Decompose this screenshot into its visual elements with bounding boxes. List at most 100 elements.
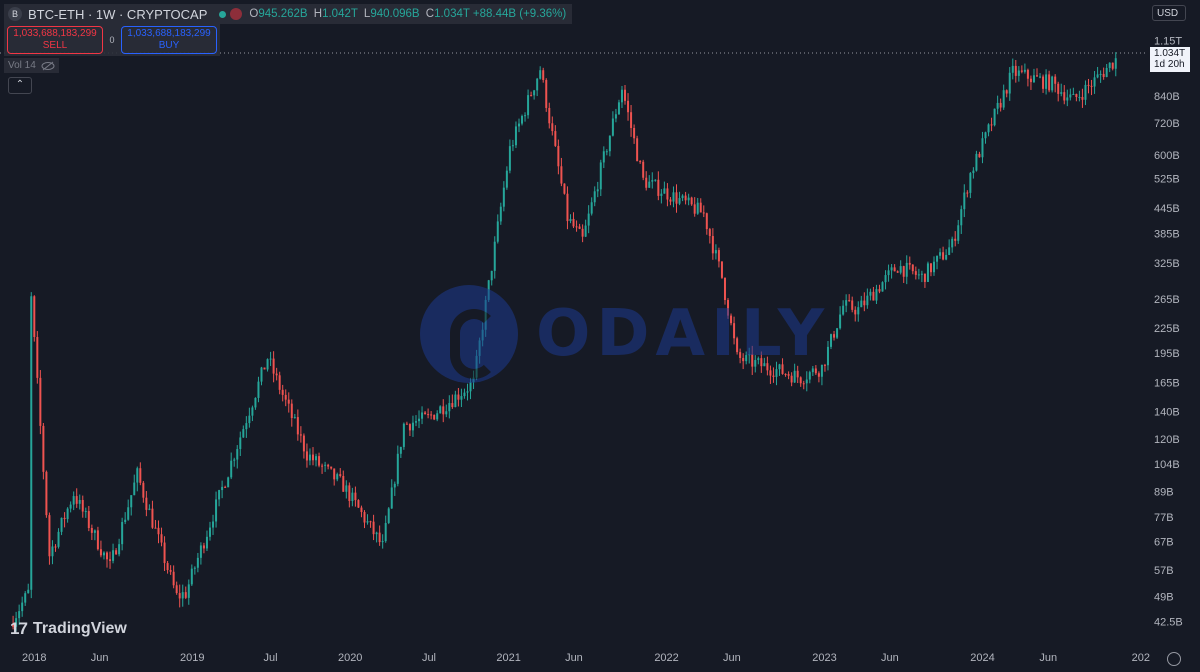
candle-body bbox=[199, 545, 202, 558]
candle-body bbox=[593, 191, 596, 203]
candle-body bbox=[178, 593, 181, 599]
candle-body bbox=[602, 151, 605, 163]
candle-body bbox=[669, 199, 672, 202]
candle-body bbox=[1075, 94, 1078, 98]
candle-body bbox=[330, 466, 333, 469]
time-axis-tick-label: 202 bbox=[1132, 652, 1150, 664]
volume-indicator-legend[interactable]: Vol 14 bbox=[4, 58, 59, 73]
candle-body bbox=[793, 370, 796, 383]
candle-body bbox=[714, 250, 717, 254]
candle-body bbox=[81, 499, 84, 512]
candle-body bbox=[611, 118, 614, 136]
open-label: O bbox=[249, 8, 259, 20]
candle-body bbox=[833, 334, 836, 338]
candle-body bbox=[848, 300, 851, 302]
candle-body bbox=[1069, 94, 1072, 98]
buy-price: 1,033,688,183,299 bbox=[127, 28, 211, 39]
currency-selector[interactable]: USD bbox=[1152, 5, 1186, 21]
sell-price: 1,033,688,183,299 bbox=[13, 28, 97, 39]
candle-body bbox=[1045, 74, 1048, 89]
candle-body bbox=[911, 264, 914, 272]
chevron-up-icon[interactable]: ⌃ bbox=[8, 77, 32, 94]
currency-flag-icon bbox=[230, 8, 243, 20]
candle-body bbox=[299, 434, 302, 436]
candle-body bbox=[627, 100, 630, 113]
time-axis-tick-label: Jul bbox=[264, 652, 278, 664]
candle-body bbox=[1029, 78, 1032, 83]
symbol-legend[interactable]: B BTC-ETH · 1W · CRYPTOCAP O945.262B H1.… bbox=[4, 4, 573, 24]
candle-body bbox=[1051, 76, 1054, 91]
candle-body bbox=[530, 95, 533, 97]
buy-button[interactable]: 1,033,688,183,299 BUY bbox=[121, 26, 217, 54]
candle-body bbox=[566, 193, 569, 222]
candle-body bbox=[1057, 83, 1060, 94]
candle-body bbox=[917, 274, 920, 276]
candle-body bbox=[527, 95, 530, 116]
last-price-label: 1.034T 1d 20h bbox=[1150, 47, 1190, 72]
candle-body bbox=[284, 394, 287, 400]
candle-body bbox=[136, 468, 139, 483]
candle-body bbox=[514, 126, 517, 146]
eye-off-icon[interactable] bbox=[41, 61, 55, 71]
candle-body bbox=[57, 531, 60, 547]
sell-label: SELL bbox=[42, 40, 68, 51]
candle-body bbox=[308, 454, 311, 461]
candle-body bbox=[287, 399, 290, 404]
candle-body bbox=[408, 424, 411, 431]
candle-body bbox=[160, 534, 163, 543]
candle-body bbox=[84, 511, 87, 513]
candle-body bbox=[66, 508, 69, 520]
tradingview-logo-icon: 17 bbox=[10, 619, 28, 638]
candle-body bbox=[451, 403, 454, 408]
candle-body bbox=[263, 367, 266, 370]
candle-body bbox=[708, 229, 711, 237]
candle-body bbox=[660, 193, 663, 196]
time-axis-tick-label: Jun bbox=[723, 652, 741, 664]
time-axis-tick-label: 2022 bbox=[654, 652, 678, 664]
time-axis-tick-label: Jun bbox=[881, 652, 899, 664]
candle-body bbox=[624, 89, 627, 101]
candle-body bbox=[905, 262, 908, 277]
candle-body bbox=[772, 375, 775, 377]
settings-gear-icon[interactable] bbox=[1167, 652, 1181, 666]
tradingview-brand[interactable]: 17 TradingView bbox=[10, 619, 127, 639]
candle-body bbox=[233, 459, 236, 461]
candle-body bbox=[427, 414, 430, 416]
sell-button[interactable]: 1,033,688,183,299 SELL bbox=[7, 26, 103, 54]
candle-body bbox=[254, 397, 257, 408]
candle-body bbox=[599, 162, 602, 190]
candle-body bbox=[212, 521, 215, 528]
candle-body bbox=[1026, 69, 1029, 79]
candle-body bbox=[424, 412, 427, 415]
candle-body bbox=[148, 508, 151, 510]
candle-body bbox=[548, 107, 551, 124]
candle-body bbox=[190, 568, 193, 585]
candle-body bbox=[163, 542, 166, 564]
price-axis-tick-label: 195B bbox=[1154, 348, 1180, 360]
candle-body bbox=[466, 391, 469, 393]
candle-body bbox=[633, 127, 636, 139]
candle-body bbox=[336, 474, 339, 480]
candle-body bbox=[99, 549, 102, 556]
candle-body bbox=[748, 354, 751, 356]
time-axis-tick-label: 2020 bbox=[338, 652, 362, 664]
candle-body bbox=[1090, 85, 1093, 87]
candle-body bbox=[908, 262, 911, 265]
candle-body bbox=[115, 550, 118, 555]
odaily-logo-icon bbox=[420, 285, 518, 383]
candles-group bbox=[12, 52, 1117, 632]
candle-body bbox=[799, 377, 802, 384]
candle-body bbox=[648, 181, 651, 188]
symbol-title[interactable]: BTC-ETH · 1W · CRYPTOCAP bbox=[28, 6, 208, 22]
price-axis-tick-label: 165B bbox=[1154, 378, 1180, 390]
candle-body bbox=[266, 359, 269, 370]
candle-body bbox=[339, 474, 342, 476]
candle-body bbox=[157, 527, 160, 535]
candle-body bbox=[569, 218, 572, 222]
candle-body bbox=[24, 593, 27, 603]
time-axis-tick-label: 2024 bbox=[970, 652, 994, 664]
candle-body bbox=[766, 363, 769, 371]
price-axis-tick-label: 140B bbox=[1154, 407, 1180, 419]
candle-body bbox=[620, 89, 623, 103]
